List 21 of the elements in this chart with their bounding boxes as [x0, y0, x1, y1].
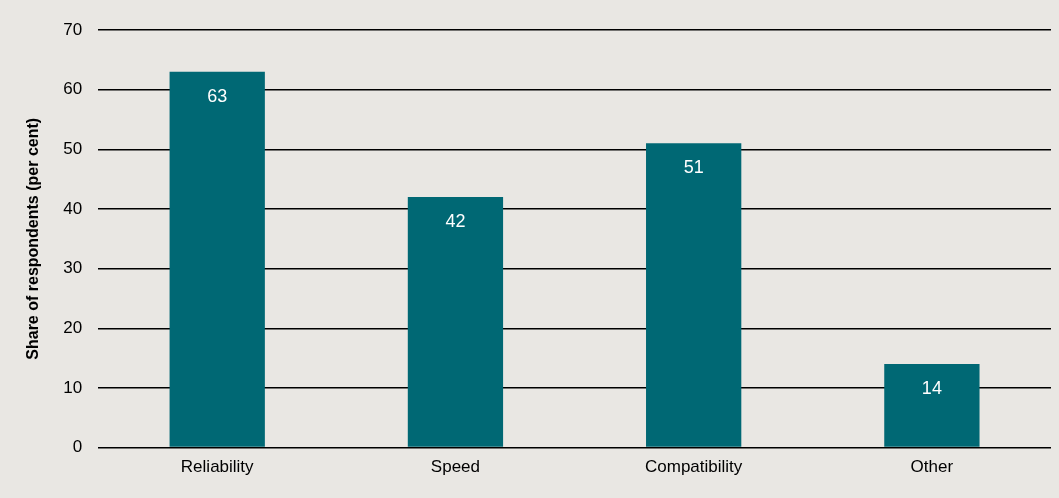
- x-tick-label: Other: [910, 457, 954, 477]
- bar: [169, 71, 265, 447]
- x-tick-label: Speed: [430, 457, 481, 477]
- y-tick-label: 10: [63, 377, 83, 397]
- data-label: 63: [207, 85, 228, 106]
- y-tick-label: 50: [63, 139, 83, 158]
- y-tick-label: 60: [63, 79, 83, 99]
- x-tick-label: Reliability: [180, 457, 255, 477]
- data-label: 14: [921, 378, 942, 399]
- bar: [407, 197, 504, 447]
- bar: [884, 364, 980, 447]
- data-label: 42: [445, 211, 466, 232]
- y-tick-label: 30: [63, 258, 83, 278]
- x-tick-label: Compatibility: [645, 457, 743, 477]
- y-tick-label: 70: [63, 19, 83, 39]
- data-label: 51: [683, 157, 704, 178]
- y-axis-title: Share of respondents (per cent): [24, 117, 42, 360]
- bar: [646, 143, 742, 447]
- y-tick-label: 40: [63, 198, 83, 218]
- y-tick-label: 20: [63, 317, 83, 337]
- y-tick-label: 0: [72, 437, 83, 457]
